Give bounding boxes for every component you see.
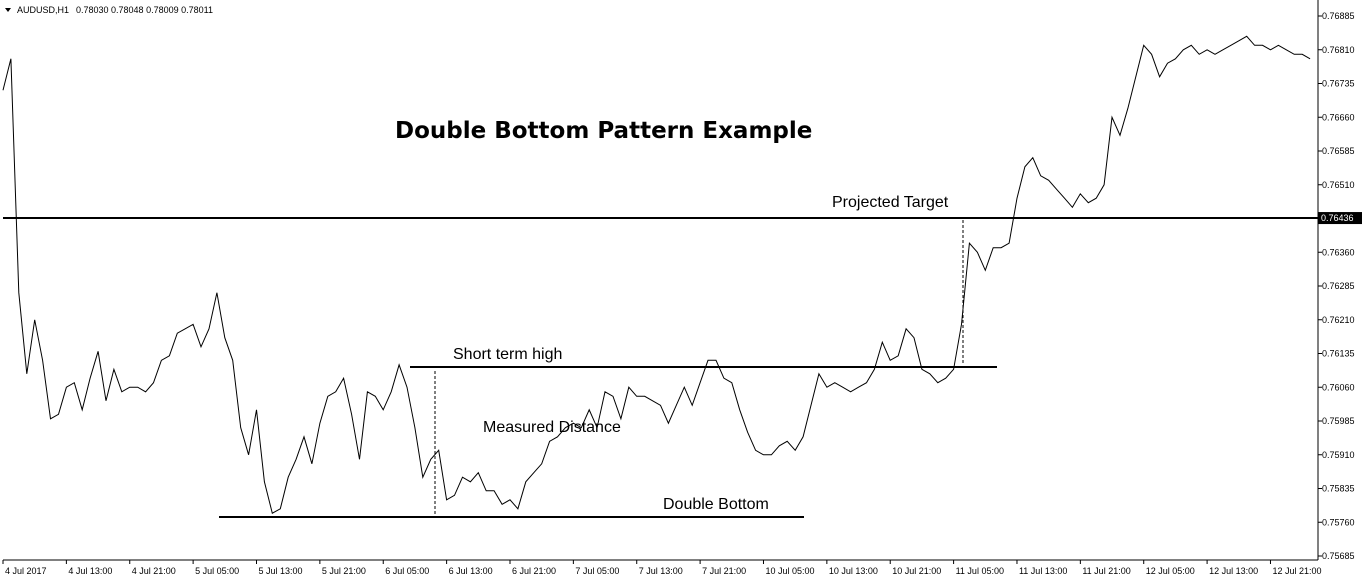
time-tick-label: 11 Jul 13:00 bbox=[1019, 566, 1067, 576]
time-tick-label: 7 Jul 13:00 bbox=[639, 566, 683, 576]
time-tick-label: 12 Jul 21:00 bbox=[1272, 566, 1321, 576]
price-tick-label: 0.75985 bbox=[1322, 416, 1355, 426]
price-tick-label: 0.75835 bbox=[1322, 484, 1355, 494]
time-tick-label: 6 Jul 05:00 bbox=[385, 566, 429, 576]
price-tick-label: 0.76810 bbox=[1322, 45, 1355, 55]
projected-target-label: Projected Target bbox=[832, 194, 949, 211]
price-tick-label: 0.76360 bbox=[1322, 247, 1355, 257]
time-tick-label: 10 Jul 05:00 bbox=[765, 566, 814, 576]
price-tick-label: 0.76285 bbox=[1322, 281, 1355, 291]
price-tick-label: 0.76510 bbox=[1322, 180, 1355, 190]
time-tick-label: 6 Jul 21:00 bbox=[512, 566, 556, 576]
current-price-label-text: 0.76436 bbox=[1321, 213, 1354, 223]
time-tick-label: 10 Jul 13:00 bbox=[829, 566, 878, 576]
symbol-label: AUDUSD,H1 bbox=[17, 5, 69, 15]
time-tick-label: 5 Jul 21:00 bbox=[322, 566, 366, 576]
price-tick-label: 0.76735 bbox=[1322, 79, 1355, 89]
price-tick-label: 0.76585 bbox=[1322, 146, 1355, 156]
time-tick-label: 11 Jul 21:00 bbox=[1082, 566, 1130, 576]
time-tick-label: 12 Jul 05:00 bbox=[1146, 566, 1195, 576]
time-tick-label: 4 Jul 2017 bbox=[5, 566, 47, 576]
time-tick-label: 5 Jul 05:00 bbox=[195, 566, 239, 576]
price-tick-label: 0.75760 bbox=[1322, 517, 1355, 527]
time-tick-label: 4 Jul 13:00 bbox=[68, 566, 112, 576]
time-tick-label: 4 Jul 21:00 bbox=[132, 566, 176, 576]
time-axis: 4 Jul 2017 4 Jul 13:00 4 Jul 21:00 5 Jul 05… bbox=[2, 560, 1322, 576]
time-tick-label: 7 Jul 05:00 bbox=[575, 566, 619, 576]
price-axis: 0.76885 0.76810 0.76735 0.76660 0.76585 0.765… bbox=[1318, 11, 1355, 561]
time-tick-label: 10 Jul 21:00 bbox=[892, 566, 941, 576]
time-tick-label: 6 Jul 13:00 bbox=[449, 566, 493, 576]
time-tick-label: 12 Jul 13:00 bbox=[1209, 566, 1258, 576]
double-bottom-label: Double Bottom bbox=[663, 496, 769, 513]
price-tick-label: 0.76135 bbox=[1322, 349, 1355, 359]
price-tick-label: 0.75910 bbox=[1322, 450, 1355, 460]
time-tick-label: 5 Jul 13:00 bbox=[258, 566, 302, 576]
ohlc-values: 0.78030 0.78048 0.78009 0.78011 bbox=[76, 5, 213, 15]
time-tick-label: 7 Jul 21:00 bbox=[702, 566, 746, 576]
time-tick-label: 11 Jul 05:00 bbox=[956, 566, 1004, 576]
price-tick-label: 0.76660 bbox=[1322, 112, 1355, 122]
price-series-line bbox=[2, 35, 1311, 514]
measured-distance-label: Measured Distance bbox=[483, 419, 621, 436]
price-tick-label: 0.76885 bbox=[1322, 11, 1355, 21]
chart-title: Double Bottom Pattern Example bbox=[395, 118, 812, 144]
short-term-high-label: Short term high bbox=[453, 346, 562, 363]
current-price-label bbox=[1318, 212, 1362, 225]
dropdown-arrow-icon[interactable] bbox=[5, 8, 11, 12]
price-tick-label: 0.75685 bbox=[1322, 551, 1355, 561]
price-tick-label: 0.76060 bbox=[1322, 382, 1355, 392]
price-tick-label: 0.76210 bbox=[1322, 315, 1355, 325]
